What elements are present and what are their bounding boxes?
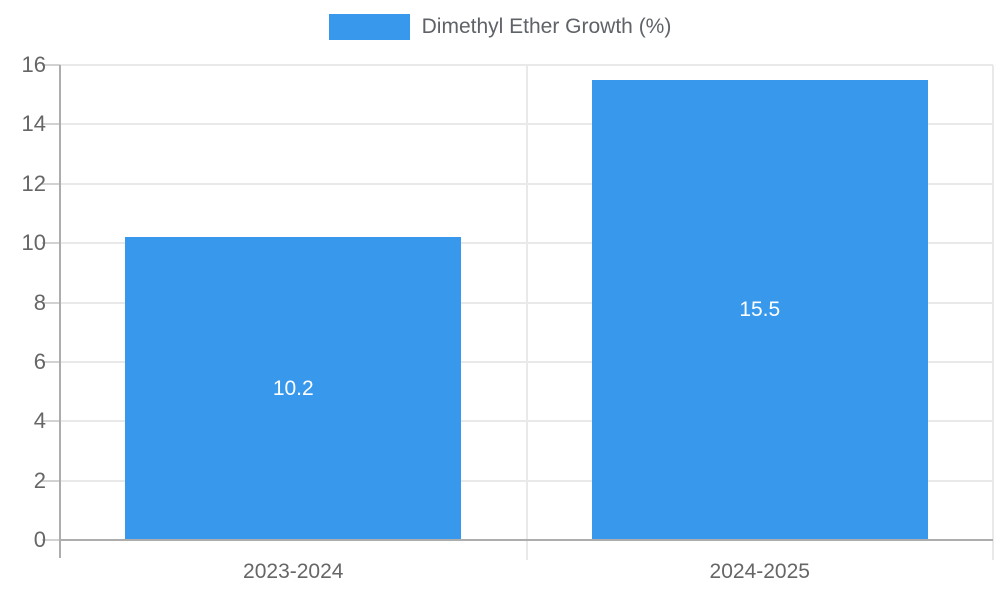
bar-value-label: 15.5 [739, 297, 781, 321]
y-axis-tick-mark [42, 242, 60, 245]
y-axis-tick-label: 12 [21, 170, 46, 196]
bar[interactable] [591, 79, 928, 539]
y-axis-tick-label: 6 [33, 348, 46, 374]
y-axis-tick-mark [42, 182, 60, 185]
x-axis-tick-label: 2024-2025 [709, 560, 810, 583]
y-axis-tick-mark [42, 539, 60, 541]
y-axis-tick-mark [42, 123, 60, 126]
y-axis-tick-label: 16 [21, 52, 46, 77]
y-axis-tick-mark [42, 479, 60, 482]
legend-swatch [328, 14, 410, 40]
y-axis-line [59, 65, 61, 558]
y-axis-tick-label: 10 [21, 230, 46, 256]
y-axis-tick-mark [42, 301, 60, 304]
x-axis-tick-label: 2023-2024 [243, 560, 344, 583]
legend-label: Dimethyl Ether Growth (%) [421, 15, 672, 38]
y-axis-tick-label: 8 [33, 289, 46, 315]
legend[interactable]: Dimethyl Ether Growth (%) [0, 14, 1000, 40]
y-axis-tick-mark [42, 64, 60, 66]
y-axis-tick-label: 2 [33, 467, 46, 493]
bar[interactable] [125, 237, 462, 539]
y-axis-tick-label: 14 [21, 111, 46, 137]
bar-value-label: 10.2 [272, 376, 314, 400]
y-axis-tick-mark [42, 360, 60, 363]
grid-line-vertical [525, 65, 528, 560]
x-axis-line [59, 539, 993, 541]
y-axis-tick-mark [42, 420, 60, 423]
grid-line-vertical [992, 65, 994, 560]
y-axis-tick-label: 4 [33, 408, 46, 434]
y-axis-tick-label: 0 [33, 527, 46, 552]
